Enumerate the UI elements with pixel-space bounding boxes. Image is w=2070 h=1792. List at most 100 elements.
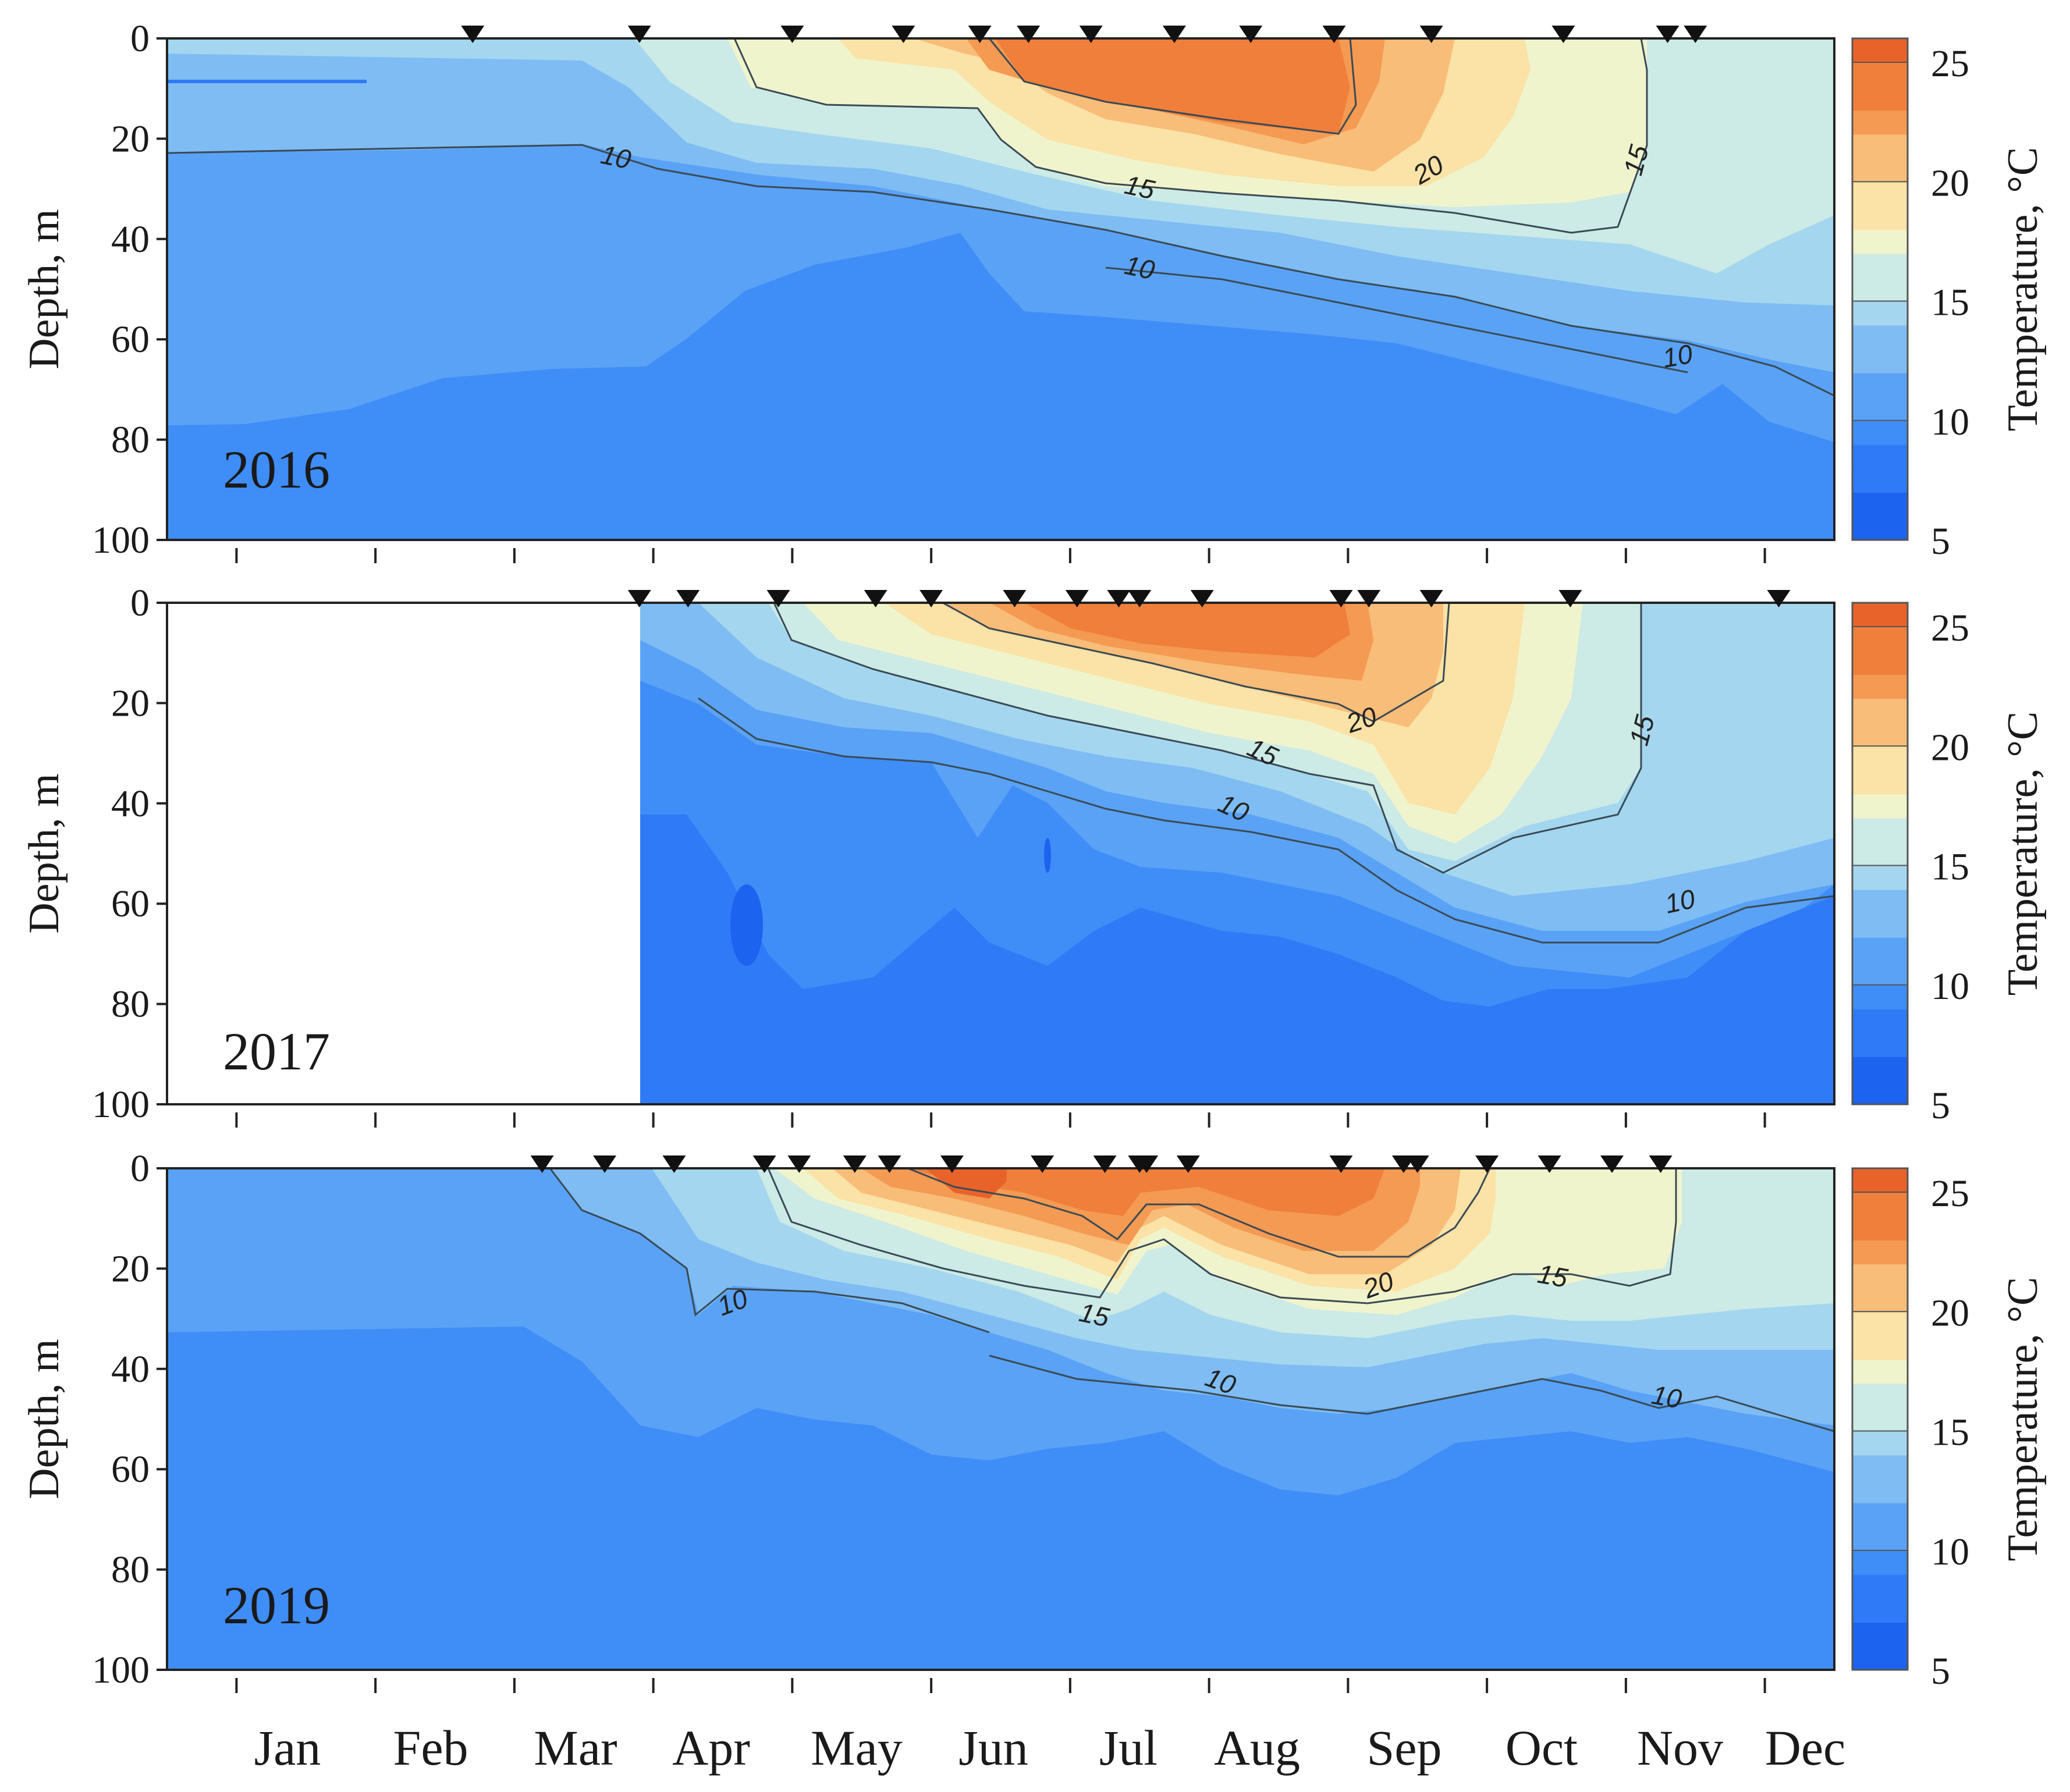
colorbar-2017: 5 10 15 20 25 Temperature, °C [1851,602,2047,1127]
colorbar-swatch [1852,1080,1908,1105]
temperature-field-2019 [167,1168,1834,1495]
colorbar-tick-label: 5 [1931,1085,1950,1127]
month-label-jan: Jan [254,1720,321,1776]
colorbar-swatch [1852,110,1908,135]
colorbar-swatch [1852,134,1908,159]
y-tick-label: 100 [92,1649,150,1691]
colorbar-swatch [1852,492,1908,517]
isotherm-2016-15 [733,38,1648,234]
sampling-mark [627,590,651,607]
sampling-mark [1357,590,1381,607]
y-tick-label: 40 [111,1348,150,1391]
colorbar-swatch [1852,889,1908,914]
colorbar-swatch [1852,674,1908,699]
isotherms-2017 [698,603,1834,944]
plot-frame-2019 [166,1167,1835,1671]
sampling-mark [662,1155,686,1173]
sampling-mark [593,1155,617,1173]
month-label-feb: Feb [393,1720,468,1776]
colorbar-swatch [1852,984,1908,1009]
colorbar-tick-label: 10 [1931,401,1969,443]
isotherm-2017-15 [773,603,1642,874]
contour-label-2016-2: 15 [1122,169,1158,205]
colorbar-swatch [1852,770,1908,795]
sampling-mark [864,590,887,607]
colorbar-swatch [1852,650,1908,675]
colorbar-tick-label: 25 [1931,607,1969,649]
y-tick-label: 20 [111,1247,150,1290]
month-labels: Jan Feb Mar Apr May Jun Jul Aug Sep Oct Nov Dec [254,1720,1846,1776]
sampling-mark [1190,590,1214,607]
colorbar-tick-label: 5 [1931,1650,1950,1693]
colorbar-swatch [1852,1550,1908,1575]
colorbar-swatch [1852,1288,1908,1313]
colorbar-swatch [1852,865,1908,890]
colorbar-swatch [1852,1383,1908,1408]
colorbar-tick-label: 25 [1931,1172,1969,1215]
colorbar-swatch [1852,1335,1908,1360]
sampling-mark [1649,1155,1673,1173]
colorbar-tick-label: 10 [1931,965,1969,1008]
colorbar-tick-label: 5 [1931,520,1950,563]
colorbar-swatch [1852,817,1908,842]
month-label-mar: Mar [534,1720,617,1776]
sampling-marks-2019 [530,1155,1673,1173]
sampling-mark [1767,590,1791,607]
contour-label-2017-5: 10 [1662,883,1698,919]
contour-label-2019-6: 10 [1649,1379,1684,1414]
sampling-mark [1329,590,1353,607]
sampling-mark [1558,590,1582,607]
sampling-mark [1003,590,1027,607]
colorbar-swatch [1852,229,1908,254]
month-label-aug: Aug [1214,1720,1300,1776]
colorbar-swatch [1852,1407,1908,1432]
isotherm-2019-10-lower [989,1354,1834,1432]
colorbar-swatch [1852,1455,1908,1480]
band-2016-23 [995,38,1350,134]
sampling-mark [461,26,485,43]
colorbar-swatch [1852,277,1908,302]
colorbar-swatch [1852,1168,1908,1193]
sampling-mark [780,26,804,43]
sampling-mark [1176,1155,1200,1173]
sampling-mark [1239,26,1263,43]
sampling-mark [1031,1155,1054,1173]
sampling-mark [968,26,992,43]
colorbar-swatch [1852,794,1908,819]
plot-frame-2017 [166,602,1835,1105]
colorbar-title: Temperature, °C [1999,147,2047,432]
contour-label-2016-5: 10 [1660,339,1695,374]
sampling-mark [878,1155,901,1173]
y-tick-label: 100 [92,1083,150,1126]
colorbar-swatch [1852,1192,1908,1217]
y-axis-title-2016: Depth, m [20,209,68,369]
sampling-mark [1065,590,1089,607]
month-label-dec: Dec [1765,1720,1845,1776]
y-tick-label: 60 [111,318,150,361]
sampling-mark [1405,1155,1429,1173]
colorbar-swatch [1852,937,1908,962]
y-axis-2017: 0 20 40 60 80 100 [92,582,167,1126]
y-tick-label: 60 [111,883,150,925]
colorbar-swatch [1852,301,1908,326]
y-axis-title-2019: Depth, m [20,1339,68,1499]
sampling-mark [1079,26,1103,43]
isotherm-2019-20 [907,1168,1491,1258]
sampling-mark [1419,590,1443,607]
y-tick-label: 20 [111,118,150,160]
colorbar-swatch [1852,1056,1908,1081]
y-axis-2019: 0 20 40 60 80 100 [92,1147,167,1691]
colorbar-tick-label: 20 [1931,1292,1969,1334]
colorbar-swatch [1852,603,1908,628]
colorbar-swatch [1852,1264,1908,1289]
sampling-mark [919,590,943,607]
colorbar-swatch [1852,158,1908,183]
colorbar-tick-label: 15 [1931,846,1969,888]
contour-label-2016-1: 10 [598,139,634,175]
sampling-mark [892,26,915,43]
colorbar-2016: 5 10 15 20 25 Temperature, °C [1851,37,2047,563]
colorbar-swatch [1852,468,1908,493]
